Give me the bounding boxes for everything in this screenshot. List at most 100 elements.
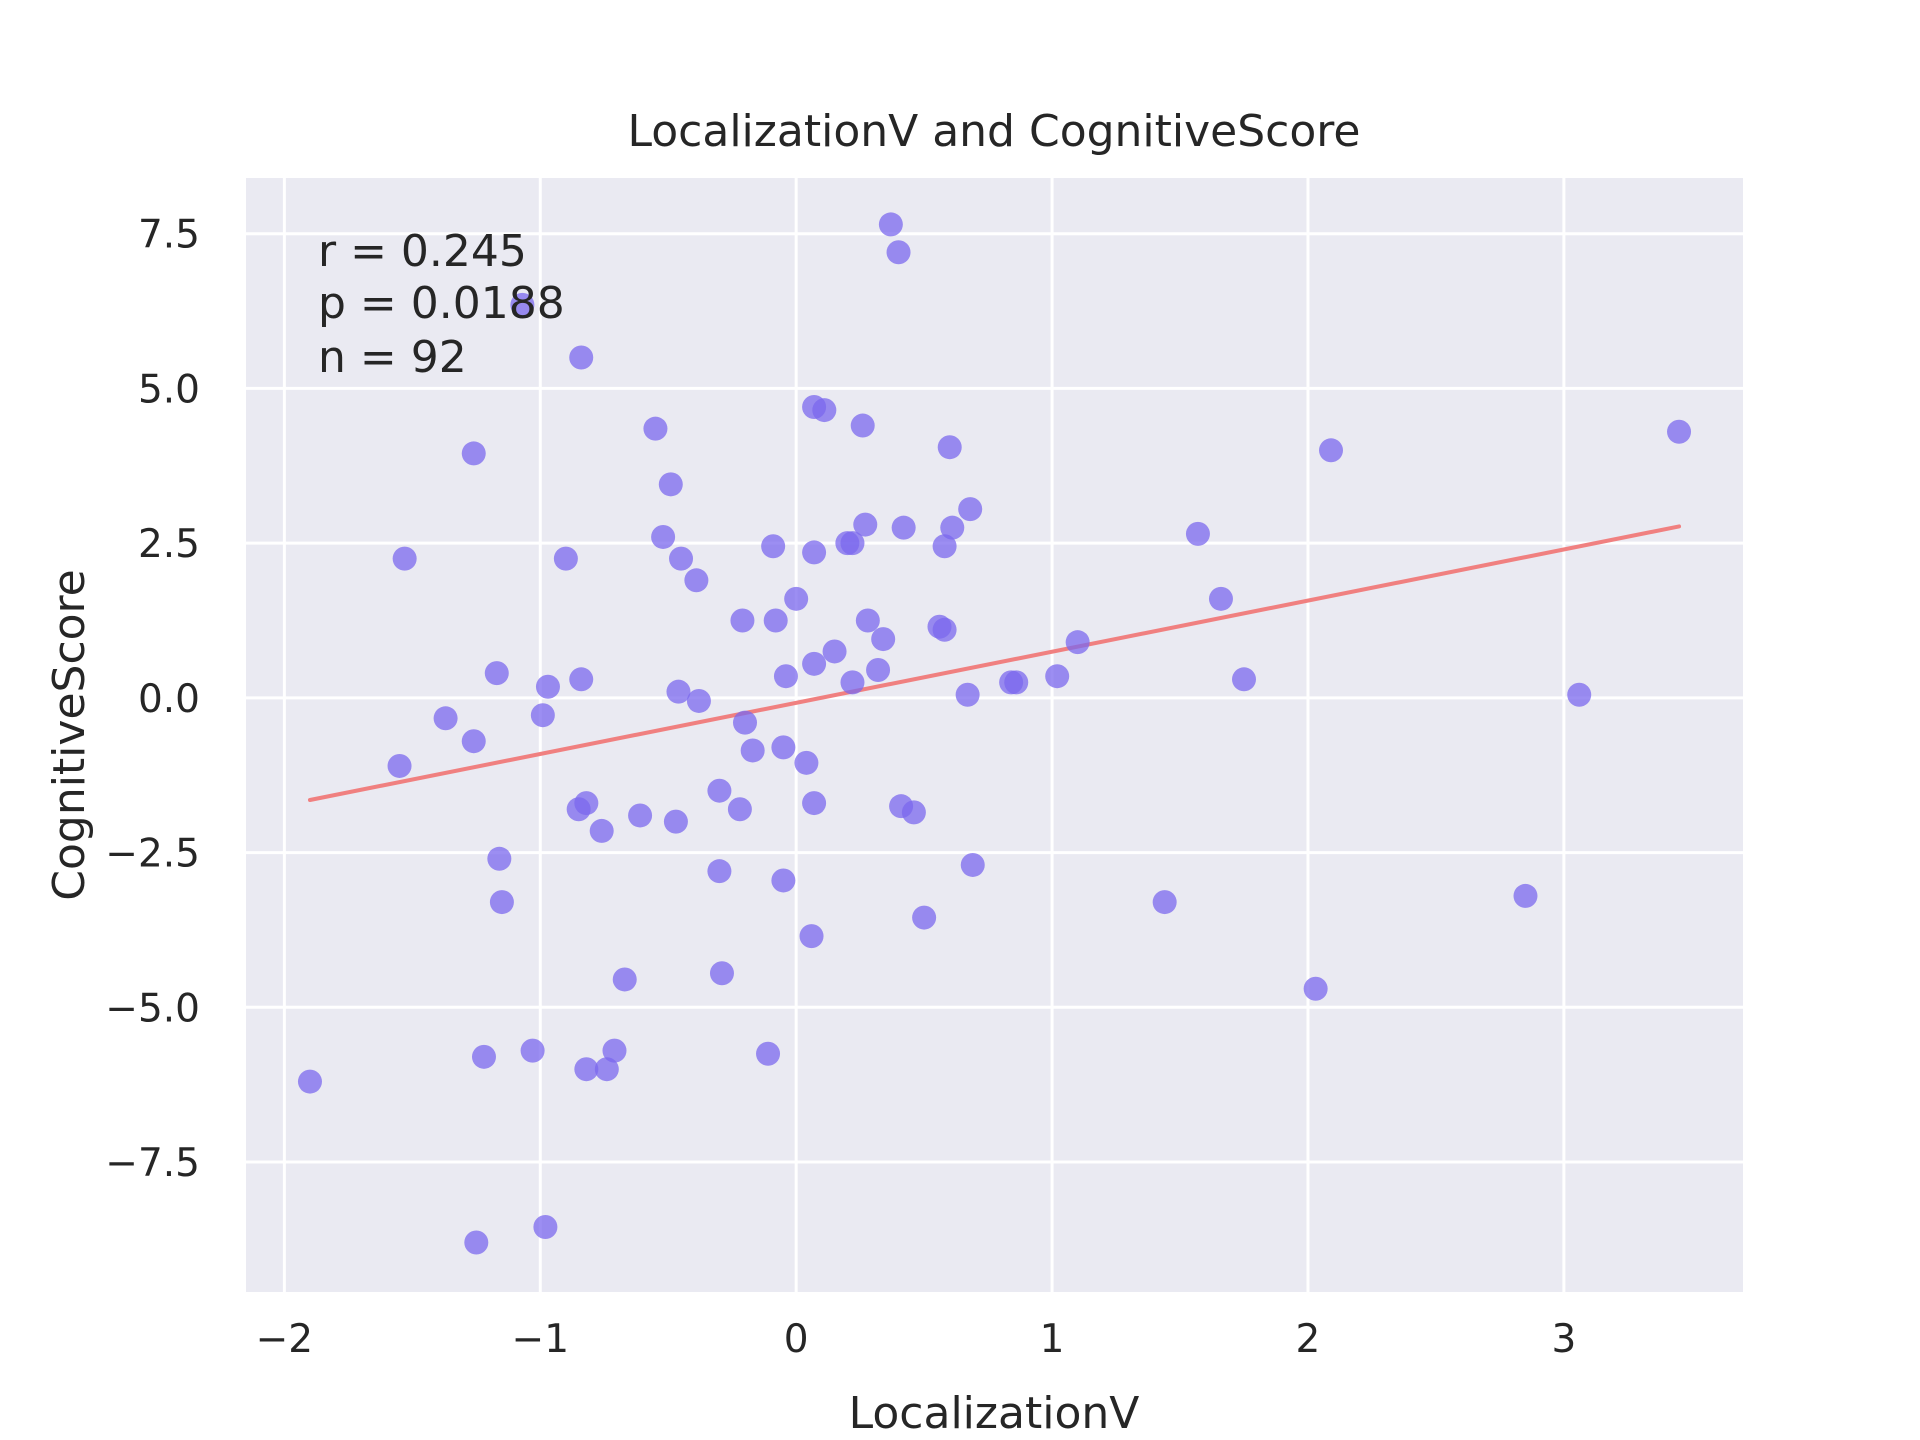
data-point [461,441,486,466]
y-tick-label: 7.5 [138,213,200,258]
data-point [733,710,757,735]
data-point [955,682,980,707]
x-tick-label: 3 [1551,1317,1576,1362]
data-point [1004,670,1029,695]
data-point [1152,890,1177,915]
data-point [960,852,985,877]
stat-r: r = 0.245 [318,226,527,277]
data-point [937,435,962,460]
data-point [932,534,957,559]
data-point [574,791,599,816]
data-point [958,497,983,522]
data-point [1185,521,1210,546]
data-point [799,924,824,949]
data-point [669,546,694,571]
data-point [940,515,965,540]
data-point [1513,883,1538,908]
data-point [850,413,875,438]
data-point [433,706,458,731]
y-tick-label: 0.0 [138,677,200,722]
data-point [707,859,732,884]
data-point [802,651,827,676]
data-point [461,729,486,754]
data-point [853,512,878,537]
data-point [840,531,865,556]
data-point [666,679,691,704]
data-point [602,1038,627,1063]
data-point [628,803,653,828]
data-point [569,667,594,692]
data-point [643,416,668,441]
data-point [464,1230,489,1255]
stat-n: n = 92 [318,332,467,383]
data-point [707,778,732,803]
data-point [756,1041,781,1066]
data-point [533,1215,558,1240]
data-point [1045,664,1070,689]
data-point [553,546,578,571]
data-point [1303,976,1328,1001]
data-point [891,515,916,540]
data-point [886,240,911,265]
data-point [794,750,819,775]
y-axis-label: CognitiveScore [44,569,95,901]
stat-p: p = 0.0188 [318,278,565,329]
data-point [1065,630,1090,655]
data-point [471,1044,496,1069]
data-point [520,1038,545,1063]
x-tick-label: −1 [512,1317,570,1362]
data-point [727,797,752,822]
data-point [784,586,809,611]
data-point [812,398,837,423]
data-point [740,738,765,763]
data-point [1232,667,1256,692]
data-point [932,617,957,642]
data-point [709,961,734,986]
data-point [612,967,637,992]
data-point [840,670,865,695]
data-point [1208,586,1233,611]
data-point [771,735,796,760]
data-point [569,345,594,370]
y-tick-label: 2.5 [138,522,200,567]
data-point [297,1069,322,1094]
chart-title: LocalizationV and CognitiveScore [628,106,1361,157]
data-point [866,658,891,683]
data-point [489,890,514,915]
data-point [686,688,711,713]
data-point [484,661,509,686]
y-tick-labels: −7.5 −5.0 −2.5 0.0 2.5 5.0 7.5 [105,213,200,1186]
data-point [802,791,827,816]
x-tick-labels: −2 −1 0 1 2 3 [256,1317,1577,1362]
data-point [663,809,688,834]
y-tick-label: −2.5 [105,832,200,877]
data-point [594,1057,619,1082]
data-point [763,608,788,633]
data-point [487,846,512,871]
x-tick-label: 2 [1296,1317,1321,1362]
data-point [1567,682,1592,707]
data-point [773,664,798,689]
plot-background [246,178,1743,1292]
y-tick-label: −5.0 [105,986,200,1031]
data-point [822,639,847,664]
data-point [730,608,755,633]
x-tick-label: −2 [256,1317,314,1362]
data-point [589,818,614,843]
data-point [912,905,937,930]
data-point [1667,419,1692,444]
data-point [574,1057,599,1082]
data-point [658,472,683,497]
data-point [510,292,535,317]
data-point [871,627,896,652]
data-point [651,524,676,549]
data-point [771,868,796,893]
y-tick-label: 5.0 [138,367,200,412]
data-point [535,674,560,699]
data-point [802,540,827,565]
data-point [392,546,417,571]
data-point [1319,438,1344,463]
data-point [530,703,555,728]
regression-line [307,524,1682,802]
